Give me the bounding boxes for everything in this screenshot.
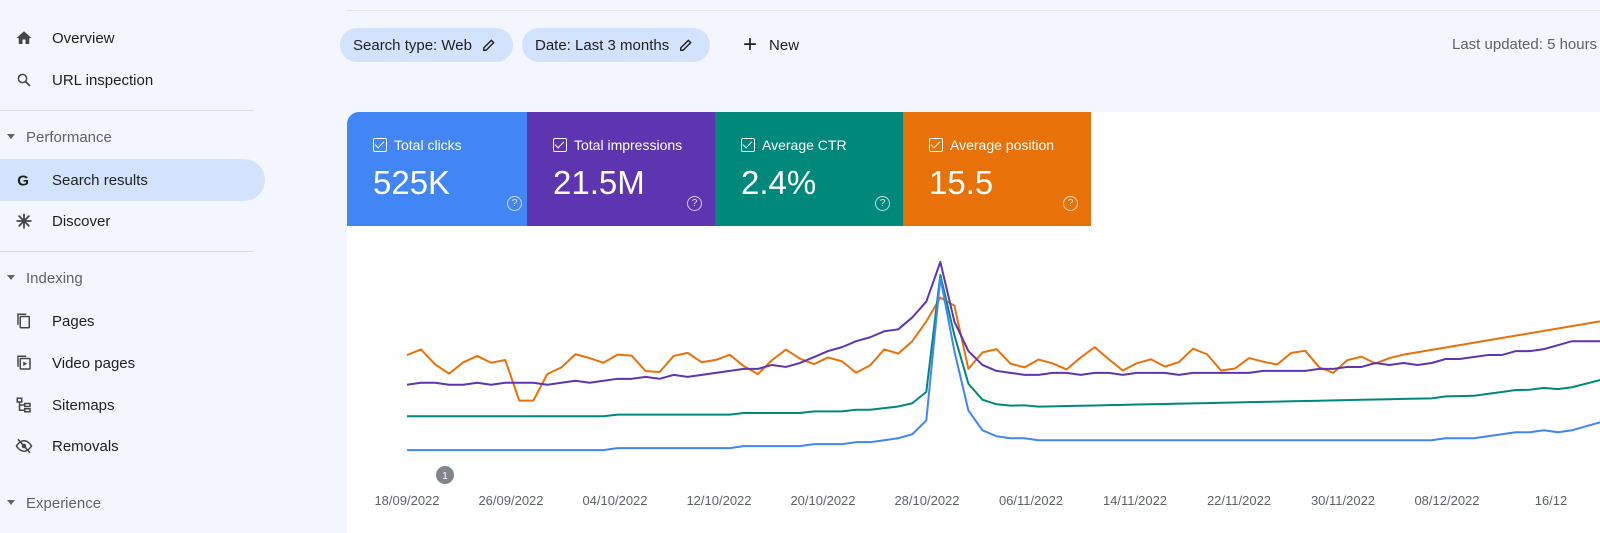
pages-icon — [14, 311, 34, 331]
x-tick-label: 18/09/2022 — [374, 493, 439, 508]
header-divider — [347, 10, 1600, 11]
sitemap-icon — [14, 395, 34, 415]
pencil-icon — [482, 38, 496, 52]
section-experience[interactable]: Experience — [0, 488, 265, 518]
section-label: Experience — [26, 494, 102, 512]
google-g-icon: G — [14, 170, 34, 190]
x-tick-label: 16/12 — [1535, 493, 1568, 508]
series-line-average-position — [406, 296, 1600, 402]
metric-value: 525K — [373, 164, 451, 201]
x-tick-label: 04/10/2022 — [582, 493, 647, 508]
metric-average-ctr[interactable]: Average CTR 2.4% ? — [715, 112, 903, 226]
metric-label: Average position — [950, 137, 1055, 153]
x-tick-label: 26/09/2022 — [478, 493, 543, 508]
sidebar-item-search-results[interactable]: G Search results — [0, 159, 265, 201]
help-icon[interactable]: ? — [1063, 196, 1078, 211]
annotation-marker[interactable]: 1 — [436, 466, 454, 484]
sidebar: Overview URL inspection Performance G Se… — [0, 0, 270, 533]
search-type-label: Search type: Web — [353, 36, 472, 54]
caret-down-icon — [7, 275, 15, 280]
series-line-average-ctr — [407, 273, 1600, 418]
sidebar-divider — [0, 251, 254, 252]
pencil-icon — [679, 38, 693, 52]
sidebar-item-label: Sitemaps — [52, 396, 115, 414]
sidebar-item-label: Overview — [52, 29, 115, 47]
caret-down-icon — [7, 500, 15, 505]
sidebar-item-sitemaps[interactable]: Sitemaps — [0, 384, 265, 426]
performance-card: 1 18/09/2022 26/09/2022 04/10/2022 12/10/20… — [347, 112, 1600, 533]
metric-value: 2.4% — [741, 164, 817, 201]
help-icon[interactable]: ? — [687, 196, 702, 211]
sidebar-item-url-inspection[interactable]: URL inspection — [0, 59, 265, 101]
sidebar-item-label: Video pages — [52, 354, 136, 372]
sidebar-item-label: URL inspection — [52, 71, 154, 89]
metric-value: 15.5 — [929, 164, 994, 201]
metric-total-impressions[interactable]: Total impressions 21.5M ? — [527, 112, 715, 226]
date-label: Date: Last 3 months — [535, 36, 670, 54]
svg-text:G: G — [17, 172, 29, 189]
x-tick-label: 06/11/2022 — [999, 493, 1063, 508]
x-tick-label: 30/11/2022 — [1311, 493, 1375, 508]
asterisk-icon — [14, 211, 34, 231]
metric-value: 21.5M — [553, 164, 645, 201]
home-icon — [14, 28, 34, 48]
search-type-filter-chip[interactable]: Search type: Web — [340, 28, 513, 62]
sidebar-item-overview[interactable]: Overview — [0, 17, 265, 59]
x-tick-label: 22/11/2022 — [1207, 493, 1271, 508]
x-tick-label: 20/10/2022 — [790, 493, 855, 508]
chart-lines — [406, 261, 1600, 452]
metric-label: Total impressions — [574, 137, 683, 153]
video-pages-icon — [14, 353, 34, 373]
sidebar-item-label: Search results — [52, 171, 148, 189]
sidebar-item-label: Pages — [52, 312, 95, 330]
help-icon[interactable]: ? — [875, 196, 890, 211]
section-indexing[interactable]: Indexing — [0, 263, 265, 293]
series-line-total-clicks — [407, 276, 1600, 452]
sidebar-divider — [0, 110, 254, 111]
section-label: Performance — [26, 128, 112, 146]
section-performance[interactable]: Performance — [0, 122, 265, 152]
sidebar-item-pages[interactable]: Pages — [0, 300, 265, 342]
help-icon[interactable]: ? — [507, 196, 522, 211]
metric-label: Average CTR — [762, 137, 847, 153]
sidebar-item-discover[interactable]: Discover — [0, 200, 265, 242]
search-icon — [14, 70, 34, 90]
performance-chart: 1 18/09/2022 26/09/2022 04/10/2022 12/10/20… — [374, 261, 1600, 508]
checkbox-checked-icon[interactable] — [929, 138, 943, 152]
x-tick-label: 14/11/2022 — [1103, 493, 1167, 508]
checkbox-checked-icon[interactable] — [553, 138, 567, 152]
metric-average-position[interactable]: Average position 15.5 ? — [903, 112, 1091, 226]
sidebar-item-label: Removals — [52, 437, 119, 455]
series-line-total-impressions — [406, 261, 1600, 386]
new-label: New — [769, 36, 800, 54]
x-tick-label: 08/12/2022 — [1414, 493, 1479, 508]
sidebar-item-label: Discover — [52, 212, 111, 230]
section-label: Indexing — [26, 269, 83, 287]
x-tick-label: 28/10/2022 — [894, 493, 959, 508]
checkbox-checked-icon[interactable] — [373, 138, 387, 152]
sidebar-item-video-pages[interactable]: Video pages — [0, 342, 265, 384]
eye-off-icon — [14, 436, 34, 456]
x-tick-label: 12/10/2022 — [686, 493, 751, 508]
caret-down-icon — [7, 134, 15, 139]
new-filter-button[interactable]: + New — [743, 28, 799, 62]
x-axis-ticks: 18/09/2022 26/09/2022 04/10/2022 12/10/2022… — [374, 493, 1567, 508]
metric-label: Total clicks — [394, 137, 462, 153]
annotation-label: 1 — [442, 471, 448, 482]
plus-icon: + — [743, 31, 758, 58]
date-filter-chip[interactable]: Date: Last 3 months — [522, 28, 710, 62]
metric-total-clicks[interactable]: Total clicks 525K ? — [347, 112, 527, 226]
sidebar-item-removals[interactable]: Removals — [0, 425, 265, 467]
checkbox-checked-icon[interactable] — [741, 138, 755, 152]
last-updated-text: Last updated: 5 hours — [1452, 36, 1598, 53]
